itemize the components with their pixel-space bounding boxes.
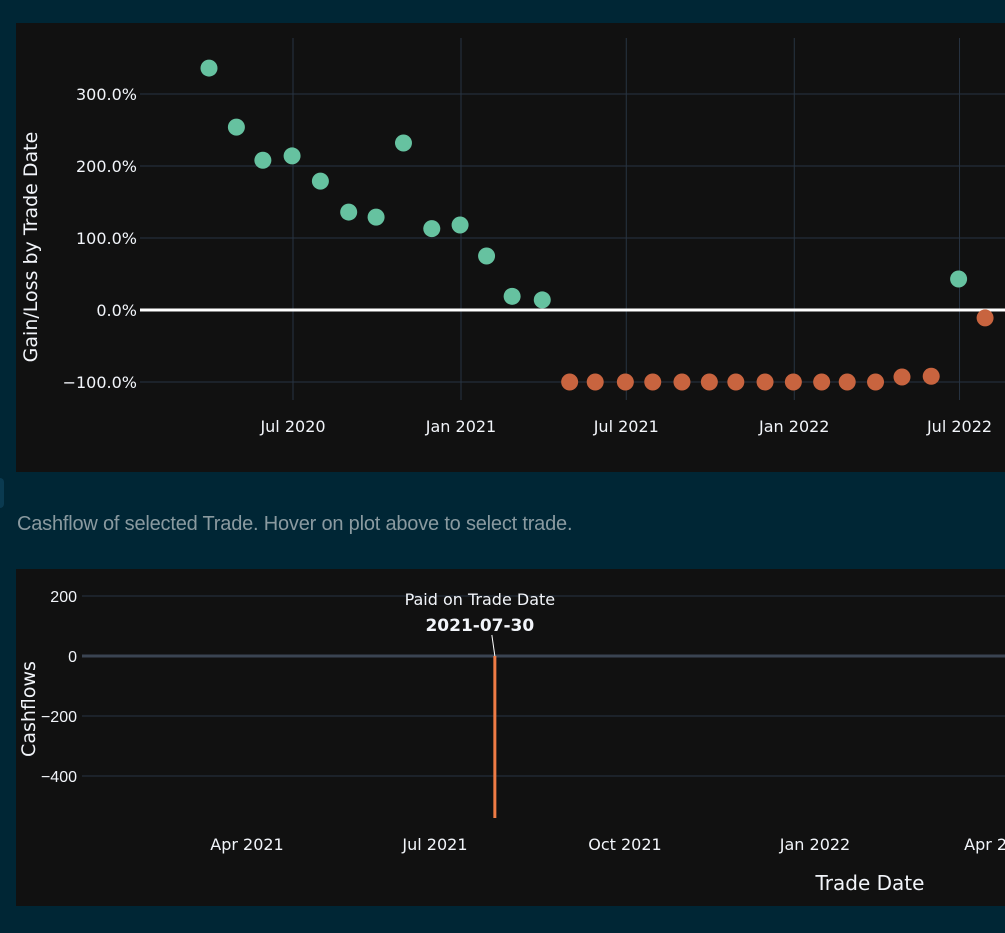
- data-point: [283, 147, 301, 165]
- x-tick-label: Jan 2022: [758, 417, 829, 436]
- y-tick-label: 0.0%: [96, 301, 137, 320]
- data-point: [644, 373, 662, 391]
- y-tick-label: −400: [41, 769, 77, 786]
- data-point: [756, 373, 774, 391]
- x-tick-label: Apr 2022: [964, 835, 1005, 854]
- data-point: [727, 373, 745, 391]
- x-tick-label: Oct 2021: [588, 835, 661, 854]
- data-point: [700, 373, 718, 391]
- x-axis-title: Trade Date: [815, 871, 925, 895]
- data-point: [423, 220, 441, 238]
- data-point: [533, 291, 551, 309]
- gain-loss-scatter-chart[interactable]: 300.0% 200.0% 100.0% 0.0% −100.0% Jul 2020 Jan…: [16, 23, 1005, 472]
- x-tick-label: Jul 2022: [926, 417, 992, 436]
- data-point: [503, 287, 521, 305]
- data-point: [976, 309, 994, 327]
- data-point: [893, 368, 911, 386]
- x-tick-label: Jul 2020: [259, 417, 325, 436]
- data-point: [813, 373, 831, 391]
- data-point: [561, 373, 579, 391]
- data-point: [394, 134, 412, 152]
- sidebar-tab-edge: [0, 478, 4, 508]
- data-point: [586, 373, 604, 391]
- y-tick-label: −200: [41, 709, 77, 726]
- data-point: [784, 373, 802, 391]
- x-tick-label: Jul 2021: [593, 417, 659, 436]
- data-point: [478, 247, 496, 265]
- x-tick-label: Jan 2022: [779, 835, 850, 854]
- data-point: [867, 373, 885, 391]
- data-point: [922, 367, 940, 385]
- cashflow-bar: [493, 656, 497, 818]
- x-tick-label: Apr 2021: [210, 835, 283, 854]
- y-tick-label: 200: [50, 589, 77, 606]
- x-tick-label: Jul 2021: [401, 835, 467, 854]
- y-tick-label: 0: [68, 649, 77, 666]
- y-tick-label: −100.0%: [63, 373, 137, 392]
- y-tick-label: 200.0%: [76, 157, 137, 176]
- data-point: [311, 172, 329, 190]
- annotation-label: Paid on Trade Date: [405, 590, 556, 609]
- annotation-date: 2021-07-30: [425, 616, 534, 636]
- data-point: [254, 151, 272, 169]
- data-point: [838, 373, 856, 391]
- cashflow-bar-chart[interactable]: 200 0 −200 −400 Apr 2021 Jul 2021 Oct 2021 Jan …: [16, 569, 1005, 906]
- data-point: [227, 118, 245, 136]
- data-point: [340, 203, 358, 221]
- data-point: [616, 373, 634, 391]
- cashflow-caption: Cashflow of selected Trade. Hover on plo…: [17, 513, 573, 535]
- y-axis-title: Cashflows: [18, 661, 40, 757]
- data-point: [367, 208, 385, 226]
- y-tick-label: 300.0%: [76, 85, 137, 104]
- data-point: [200, 59, 218, 77]
- y-tick-label: 100.0%: [76, 229, 137, 248]
- data-point: [950, 270, 968, 288]
- x-tick-label: Jan 2021: [425, 417, 496, 436]
- data-point: [451, 216, 469, 234]
- annotation-arrow: [491, 634, 496, 657]
- data-point: [673, 373, 691, 391]
- y-axis-title: Gain/Loss by Trade Date: [20, 132, 42, 363]
